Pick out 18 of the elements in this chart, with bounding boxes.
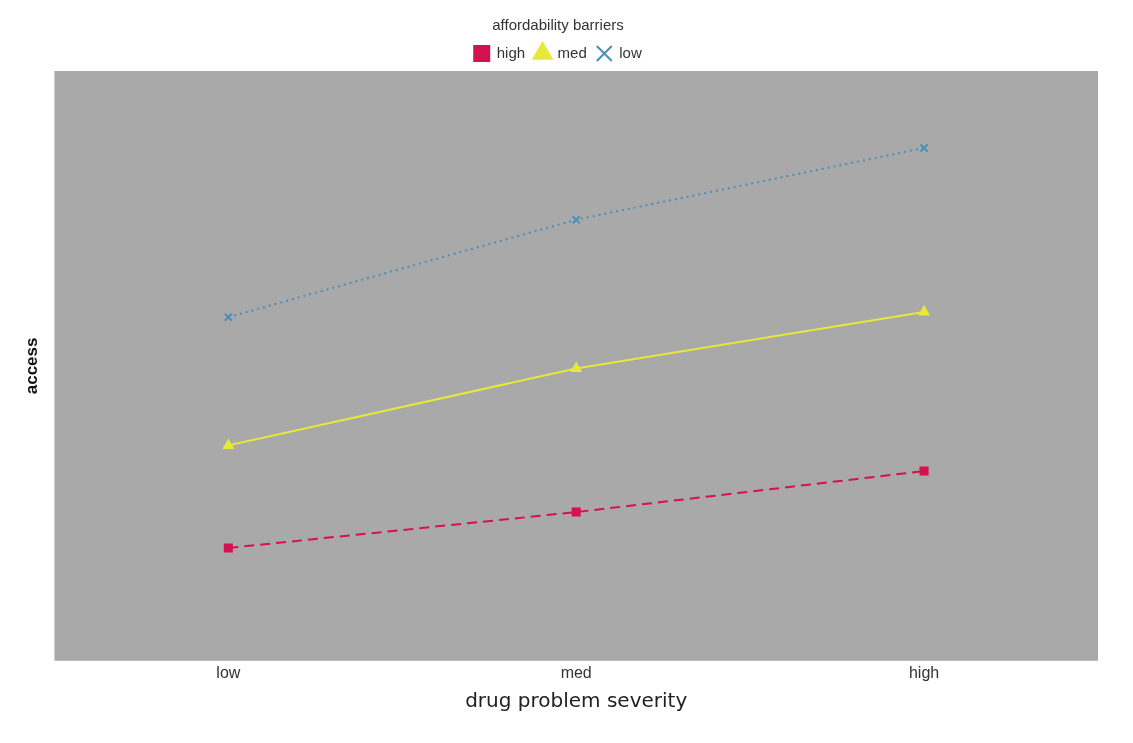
y-axis-title: access: [21, 337, 41, 395]
point: [223, 439, 234, 449]
point: [918, 306, 930, 316]
legend-label: med: [557, 43, 587, 61]
point: [919, 466, 929, 476]
x-tick-label: low: [216, 663, 241, 681]
point: [570, 362, 582, 372]
point: [919, 143, 929, 153]
point: [223, 543, 233, 553]
x-tick-label: med: [560, 663, 592, 681]
x-axis-title: drug problem severity: [465, 688, 688, 713]
legend-label: low: [619, 43, 642, 61]
legend-title: affordability barriers: [492, 15, 624, 33]
point: [223, 312, 233, 322]
point: [571, 215, 581, 225]
x-tick-label: high: [908, 663, 940, 681]
legend-label: high: [496, 43, 526, 61]
point: [571, 507, 581, 517]
